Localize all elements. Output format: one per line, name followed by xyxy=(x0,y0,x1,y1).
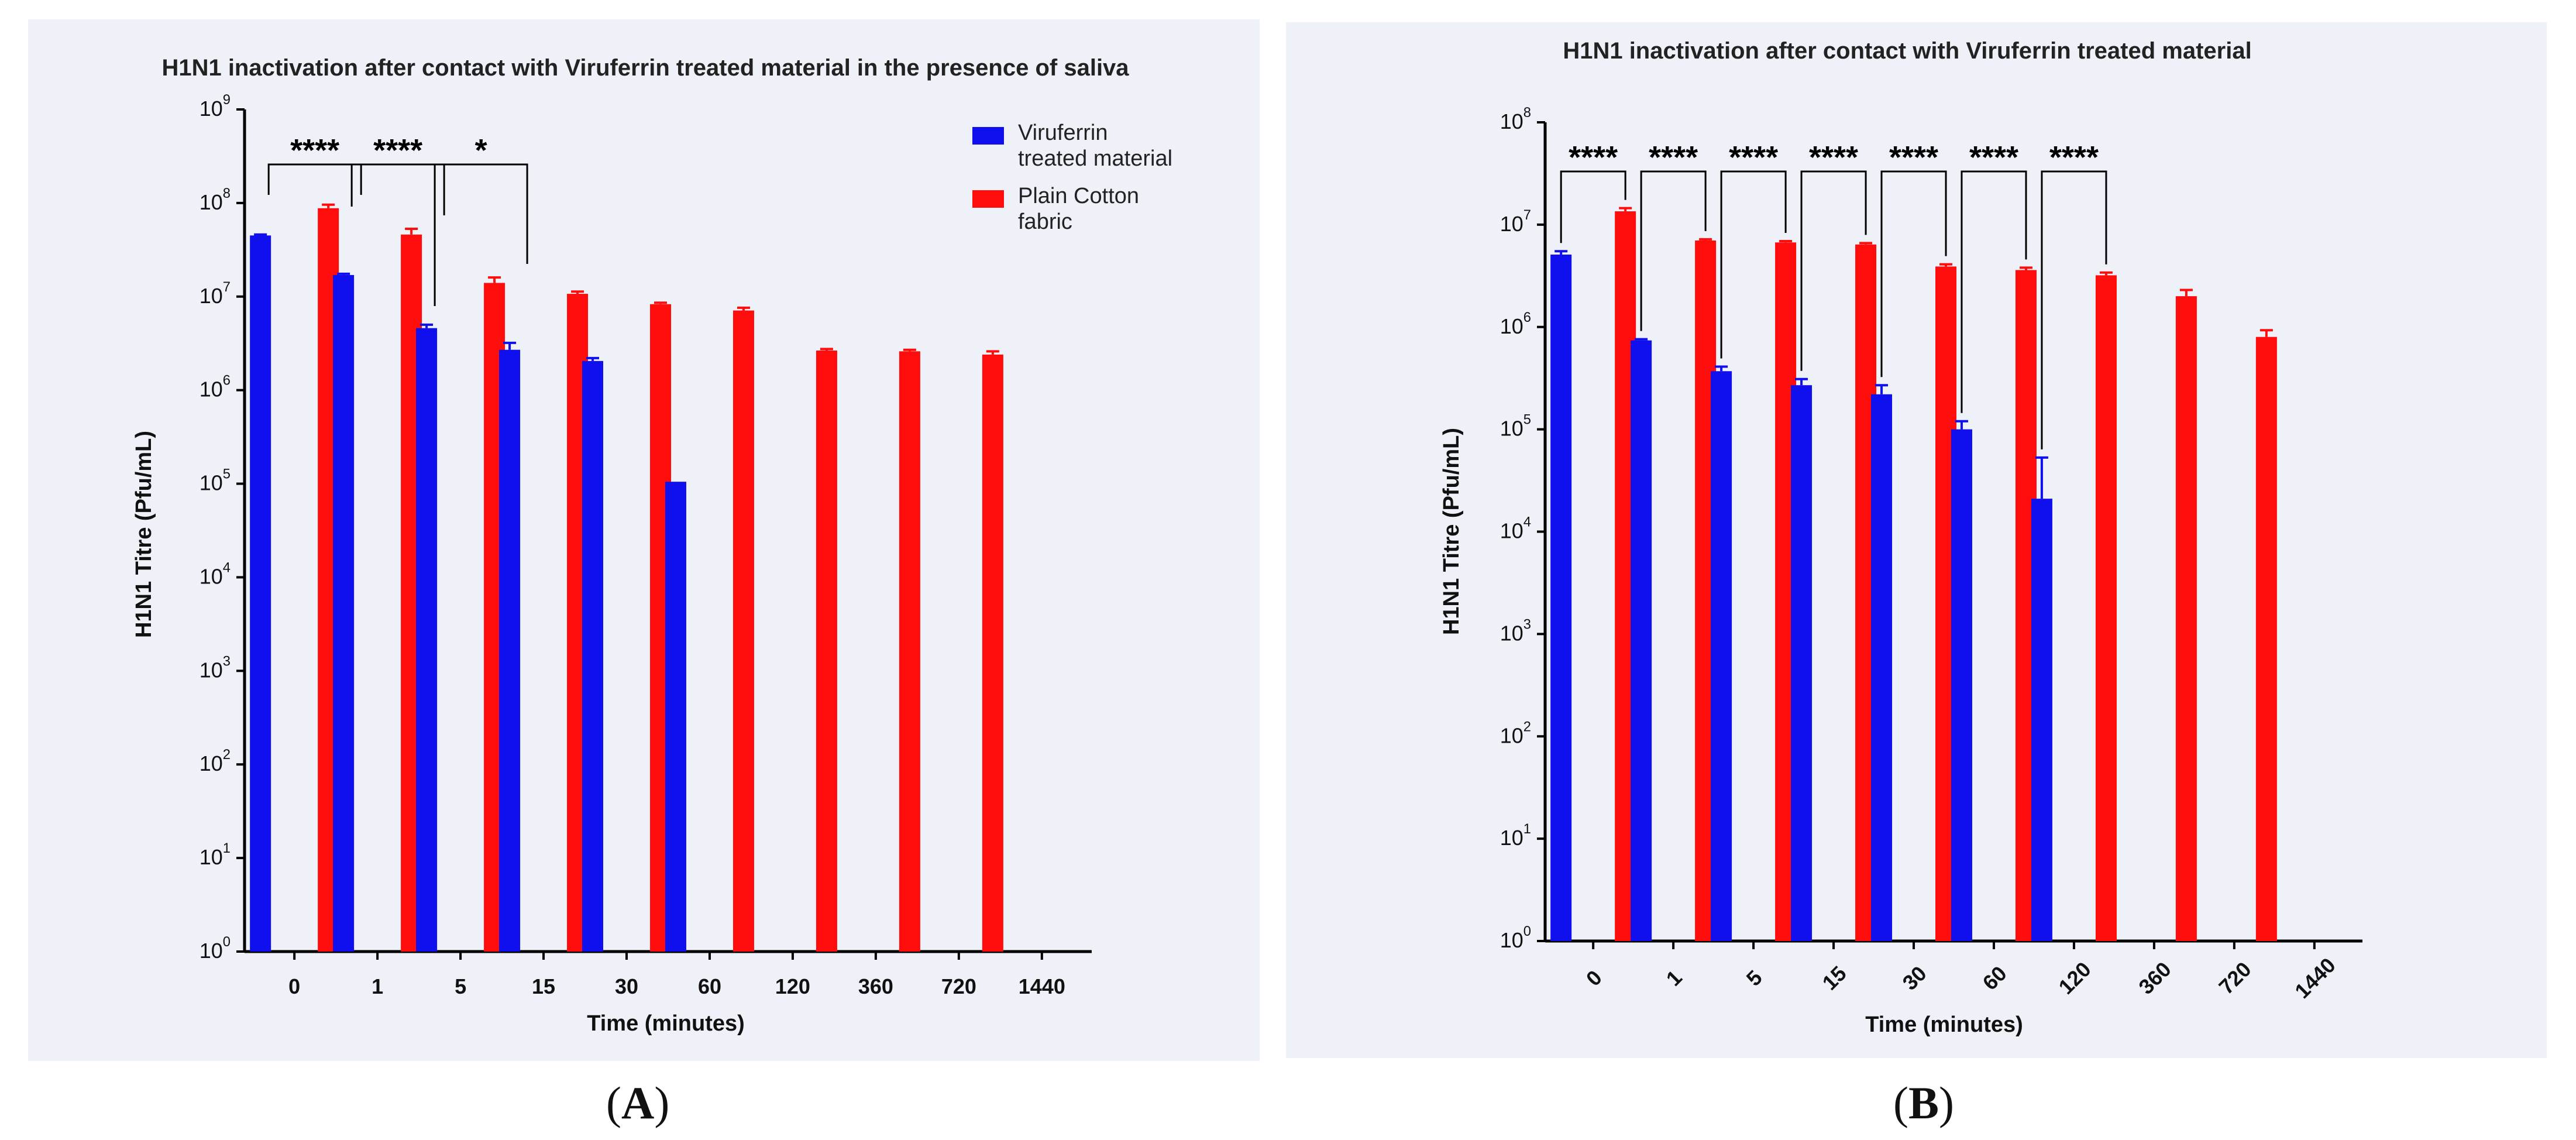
chart-a-ytick-label: 105 xyxy=(200,466,231,495)
chart-a-bar-viruferrin xyxy=(333,274,355,952)
chart-a-xtick-label: 30 xyxy=(615,974,638,998)
chart-b-significance-bracket xyxy=(1961,170,2027,413)
chart-a-svg: H1N1 inactivation after contact with Vir… xyxy=(132,55,1172,1036)
chart-b-significance-label: **** xyxy=(1569,140,1618,175)
chart-b-ytick-label: 101 xyxy=(1500,821,1531,850)
chart-b-significance-bracket xyxy=(1560,170,1626,243)
chart-a-ytick-label: 102 xyxy=(200,747,231,775)
chart-b-ytick-label: 105 xyxy=(1500,412,1531,441)
chart-b-title: H1N1 inactivation after contact with Vir… xyxy=(1563,38,2251,64)
chart-b-bar-viruferrin xyxy=(1631,340,1652,941)
chart-b-bar-viruferrin xyxy=(1711,371,1732,941)
chart-a-bar-cotton xyxy=(732,310,754,952)
chart-a-bar-cotton xyxy=(982,354,1003,952)
chart-b-xtick-label: 5 xyxy=(1742,966,1767,991)
chart-b-bar-viruferrin xyxy=(1871,394,1893,941)
chart-a-ytick-label: 103 xyxy=(200,653,231,682)
chart-b-significance-label: **** xyxy=(1969,140,2018,175)
chart-panel-a: H1N1 inactivation after contact with Vir… xyxy=(28,19,1260,1061)
chart-b-ytick-label: 104 xyxy=(1500,514,1531,543)
chart-b-xtick-label: 1 xyxy=(1662,966,1687,991)
chart-a-xtick-label: 15 xyxy=(532,974,555,998)
chart-b-significance-label: **** xyxy=(1889,140,1938,175)
chart-b-xtick-label: 360 xyxy=(2134,957,2175,998)
chart-a-xtick-label: 120 xyxy=(775,974,810,998)
chart-b-xtick-label: 60 xyxy=(1977,962,2011,995)
chart-a-bar-cotton xyxy=(899,351,920,952)
chart-b-x-label: Time (minutes) xyxy=(1865,1012,2023,1037)
caption-b: (B) xyxy=(1893,1077,1954,1128)
chart-a-legend-swatch xyxy=(972,127,1004,145)
chart-b-xtick-label: 120 xyxy=(2054,957,2095,998)
chart-a-xtick-label: 60 xyxy=(698,974,721,998)
chart-a-bar-cotton xyxy=(816,350,837,952)
chart-a-xtick-label: 0 xyxy=(288,974,300,998)
chart-b-xtick-label: 15 xyxy=(1818,962,1851,995)
chart-b-bar-viruferrin xyxy=(1550,255,1572,941)
chart-b-ytick-label: 100 xyxy=(1500,923,1531,952)
chart-b-svg: H1N1 inactivation after contact with Vir… xyxy=(1439,38,2362,1037)
chart-a-xtick-label: 360 xyxy=(858,974,893,998)
chart-b-bar-cotton xyxy=(2095,275,2117,942)
chart-a-bar-viruferrin xyxy=(665,482,686,952)
chart-a-significance-label: * xyxy=(475,133,487,168)
chart-b-bar-cotton xyxy=(2255,336,2277,941)
chart-b-significance-bracket xyxy=(1720,170,1787,359)
chart-b-ytick-label: 102 xyxy=(1500,719,1531,747)
chart-b-bar-viruferrin xyxy=(1951,429,1972,941)
chart-b-ytick-label: 106 xyxy=(1500,310,1531,338)
caption-a: (A) xyxy=(606,1077,670,1128)
chart-panel-b: H1N1 inactivation after contact with Vir… xyxy=(1286,22,2547,1058)
chart-b-y-label: H1N1 Titre (Pfu/mL) xyxy=(1439,428,1464,635)
chart-a-ytick-label: 108 xyxy=(200,186,231,214)
chart-b-significance-bracket xyxy=(1640,170,1707,331)
chart-a-significance-bracket xyxy=(434,163,528,306)
chart-b-xtick-label: 30 xyxy=(1898,962,1931,995)
chart-b-significance-bracket xyxy=(1800,170,1867,371)
chart-a-bar-viruferrin xyxy=(499,349,521,952)
chart-b-ytick-label: 103 xyxy=(1500,616,1531,645)
chart-b-xtick-label: 1440 xyxy=(2290,953,2340,1003)
chart-a-xtick-label: 1 xyxy=(372,974,383,998)
chart-b-bar-viruferrin xyxy=(2031,499,2052,941)
chart-b-ytick-label: 107 xyxy=(1500,207,1531,236)
chart-a-significance-label: **** xyxy=(290,133,339,168)
chart-b-xtick-label: 0 xyxy=(1581,966,1607,991)
chart-a-ytick-label: 100 xyxy=(200,934,231,963)
chart-a-significance-bracket xyxy=(350,163,445,215)
chart-a-significance-bracket xyxy=(267,163,362,195)
chart-a-xtick-label: 720 xyxy=(941,974,976,998)
chart-b-significance-label: **** xyxy=(1729,140,1778,175)
chart-a-legend-label: Plain Cotton fabric xyxy=(1018,184,1139,234)
chart-b-significance-label: **** xyxy=(1809,140,1858,175)
chart-b-bar-cotton xyxy=(2175,296,2197,941)
chart-b-ytick-label: 108 xyxy=(1500,105,1531,133)
chart-a-xtick-label: 1440 xyxy=(1019,974,1065,998)
chart-a-significance-label: **** xyxy=(373,133,422,168)
chart-a-y-label: H1N1 Titre (Pfu/mL) xyxy=(132,431,156,638)
chart-a-ytick-label: 104 xyxy=(200,559,231,588)
chart-a-xtick-label: 5 xyxy=(455,974,466,998)
chart-a-x-label: Time (minutes) xyxy=(587,1011,745,1036)
chart-b-bar-viruferrin xyxy=(1791,385,1813,941)
chart-b-significance-label: **** xyxy=(1649,140,1698,175)
chart-a-bar-viruferrin xyxy=(250,235,271,952)
chart-a-title: H1N1 inactivation after contact with Vir… xyxy=(161,55,1129,81)
chart-a-ytick-label: 107 xyxy=(200,279,231,308)
chart-a-legend-label: Viruferrin treated material xyxy=(1018,121,1172,171)
chart-a-bar-viruferrin xyxy=(582,360,604,952)
chart-a-ytick-label: 109 xyxy=(200,92,231,121)
chart-b-xtick-label: 720 xyxy=(2214,957,2255,998)
chart-a-bar-viruferrin xyxy=(416,328,438,952)
chart-a-ytick-label: 106 xyxy=(200,373,231,401)
chart-b-significance-bracket xyxy=(2041,170,2107,449)
chart-b-significance-label: **** xyxy=(2049,140,2099,175)
chart-a-ytick-label: 101 xyxy=(200,840,231,869)
chart-b-significance-bracket xyxy=(1880,170,1947,377)
chart-a-legend-swatch xyxy=(972,190,1004,208)
